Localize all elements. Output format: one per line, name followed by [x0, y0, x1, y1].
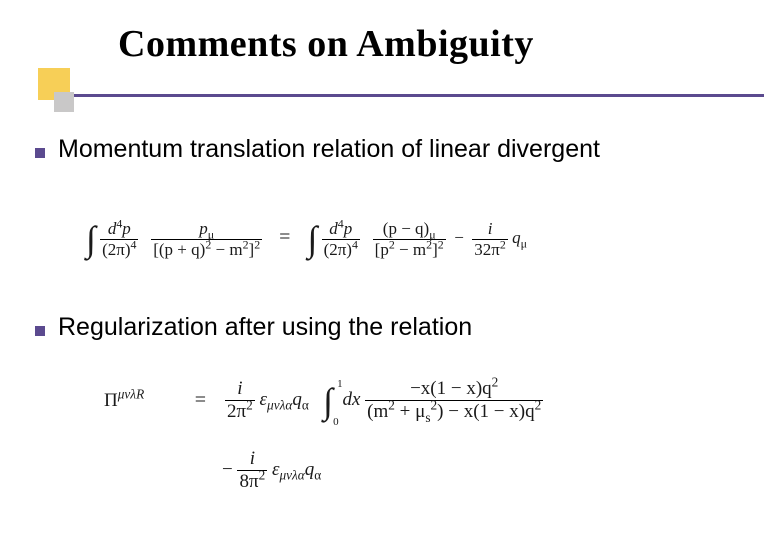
- t: (m: [367, 401, 388, 422]
- t: 2: [535, 398, 542, 413]
- t: 32π: [474, 240, 500, 259]
- t: − m: [211, 240, 242, 259]
- t: (2π): [324, 240, 352, 259]
- t: − m: [395, 240, 426, 259]
- t: (2π): [102, 240, 130, 259]
- t: q: [305, 459, 315, 480]
- t: 0: [333, 416, 339, 428]
- equals: =: [195, 389, 206, 411]
- frac-b: −x(1 − x)q2 (m2 + μs2) − x(1 − x)q2: [365, 378, 543, 423]
- t: 2: [500, 237, 506, 251]
- frac-a: i 2π2: [225, 378, 255, 423]
- bullet-1-text: Momentum translation relation of linear …: [58, 132, 698, 167]
- t: i: [488, 219, 493, 238]
- minus: −: [222, 459, 233, 480]
- t: ∫: [323, 380, 333, 422]
- t: 2: [438, 237, 444, 251]
- t: q: [292, 389, 302, 410]
- equation-2: ΠμνλR = i 2π2 εμνλαqα ∫ 1 0 dx −x(1 − x)…: [104, 378, 543, 423]
- t: p: [199, 219, 208, 238]
- bullet-icon: [35, 148, 45, 158]
- t: q: [512, 228, 521, 247]
- t: i: [237, 378, 242, 399]
- t: 2: [259, 468, 266, 483]
- t: α: [302, 398, 309, 413]
- t: 1: [337, 378, 343, 390]
- t: μνλα: [279, 468, 304, 483]
- t: 8π: [239, 471, 258, 492]
- t: α: [314, 468, 321, 483]
- t: dx: [342, 389, 360, 410]
- t: 2: [254, 237, 260, 251]
- frac-tail: i 32π2: [472, 219, 508, 260]
- integral-icon: ∫ 1 0: [323, 380, 333, 422]
- t: p: [122, 219, 131, 238]
- t: 2: [492, 375, 499, 390]
- slide-title: Comments on Ambiguity: [118, 22, 534, 66]
- frac-rhs-1: d4p (2π)4: [322, 219, 360, 260]
- t: 2π: [227, 401, 246, 422]
- t: ε: [260, 389, 268, 410]
- t: (p − q): [383, 219, 429, 238]
- t: Π: [104, 390, 118, 411]
- t: −x(1 − x)q: [410, 378, 492, 399]
- t: μ: [521, 236, 527, 250]
- t: μνλR: [118, 386, 144, 401]
- equation-2-line2: − i 8π2 εμνλαqα: [222, 448, 321, 493]
- t: 4: [131, 237, 137, 251]
- frac-rhs-2: (p − q)μ [p2 − m2]2: [373, 219, 446, 260]
- t: 2: [388, 398, 395, 413]
- title-underline: [64, 94, 764, 97]
- t: p: [344, 219, 353, 238]
- integral-icon: ∫: [307, 218, 317, 260]
- bullet-icon: [35, 326, 45, 336]
- minus: −: [454, 228, 464, 247]
- accent-square-gray: [54, 92, 74, 112]
- t: i: [250, 448, 255, 469]
- t: [p: [375, 240, 389, 259]
- integral-icon: ∫: [86, 218, 96, 260]
- slide: Comments on Ambiguity Momentum translati…: [0, 0, 780, 540]
- bullet-2-text: Regularization after using the relation: [58, 310, 698, 345]
- frac-lhs-1: d4p (2π)4: [100, 219, 138, 260]
- t: 4: [352, 237, 358, 251]
- t: d: [329, 219, 338, 238]
- frac-lhs-2: pμ [(p + q)2 − m2]2: [151, 219, 262, 260]
- t: ) − x(1 − x)q: [437, 401, 534, 422]
- equals: =: [279, 226, 290, 248]
- frac-c: i 8π2: [237, 448, 267, 493]
- t: + μ: [395, 401, 425, 422]
- t: μνλα: [267, 398, 292, 413]
- t: 2: [246, 398, 253, 413]
- equation-1: ∫ d4p (2π)4 pμ [(p + q)2 − m2]2 = ∫ d4p …: [86, 218, 527, 260]
- t: [(p + q): [153, 240, 205, 259]
